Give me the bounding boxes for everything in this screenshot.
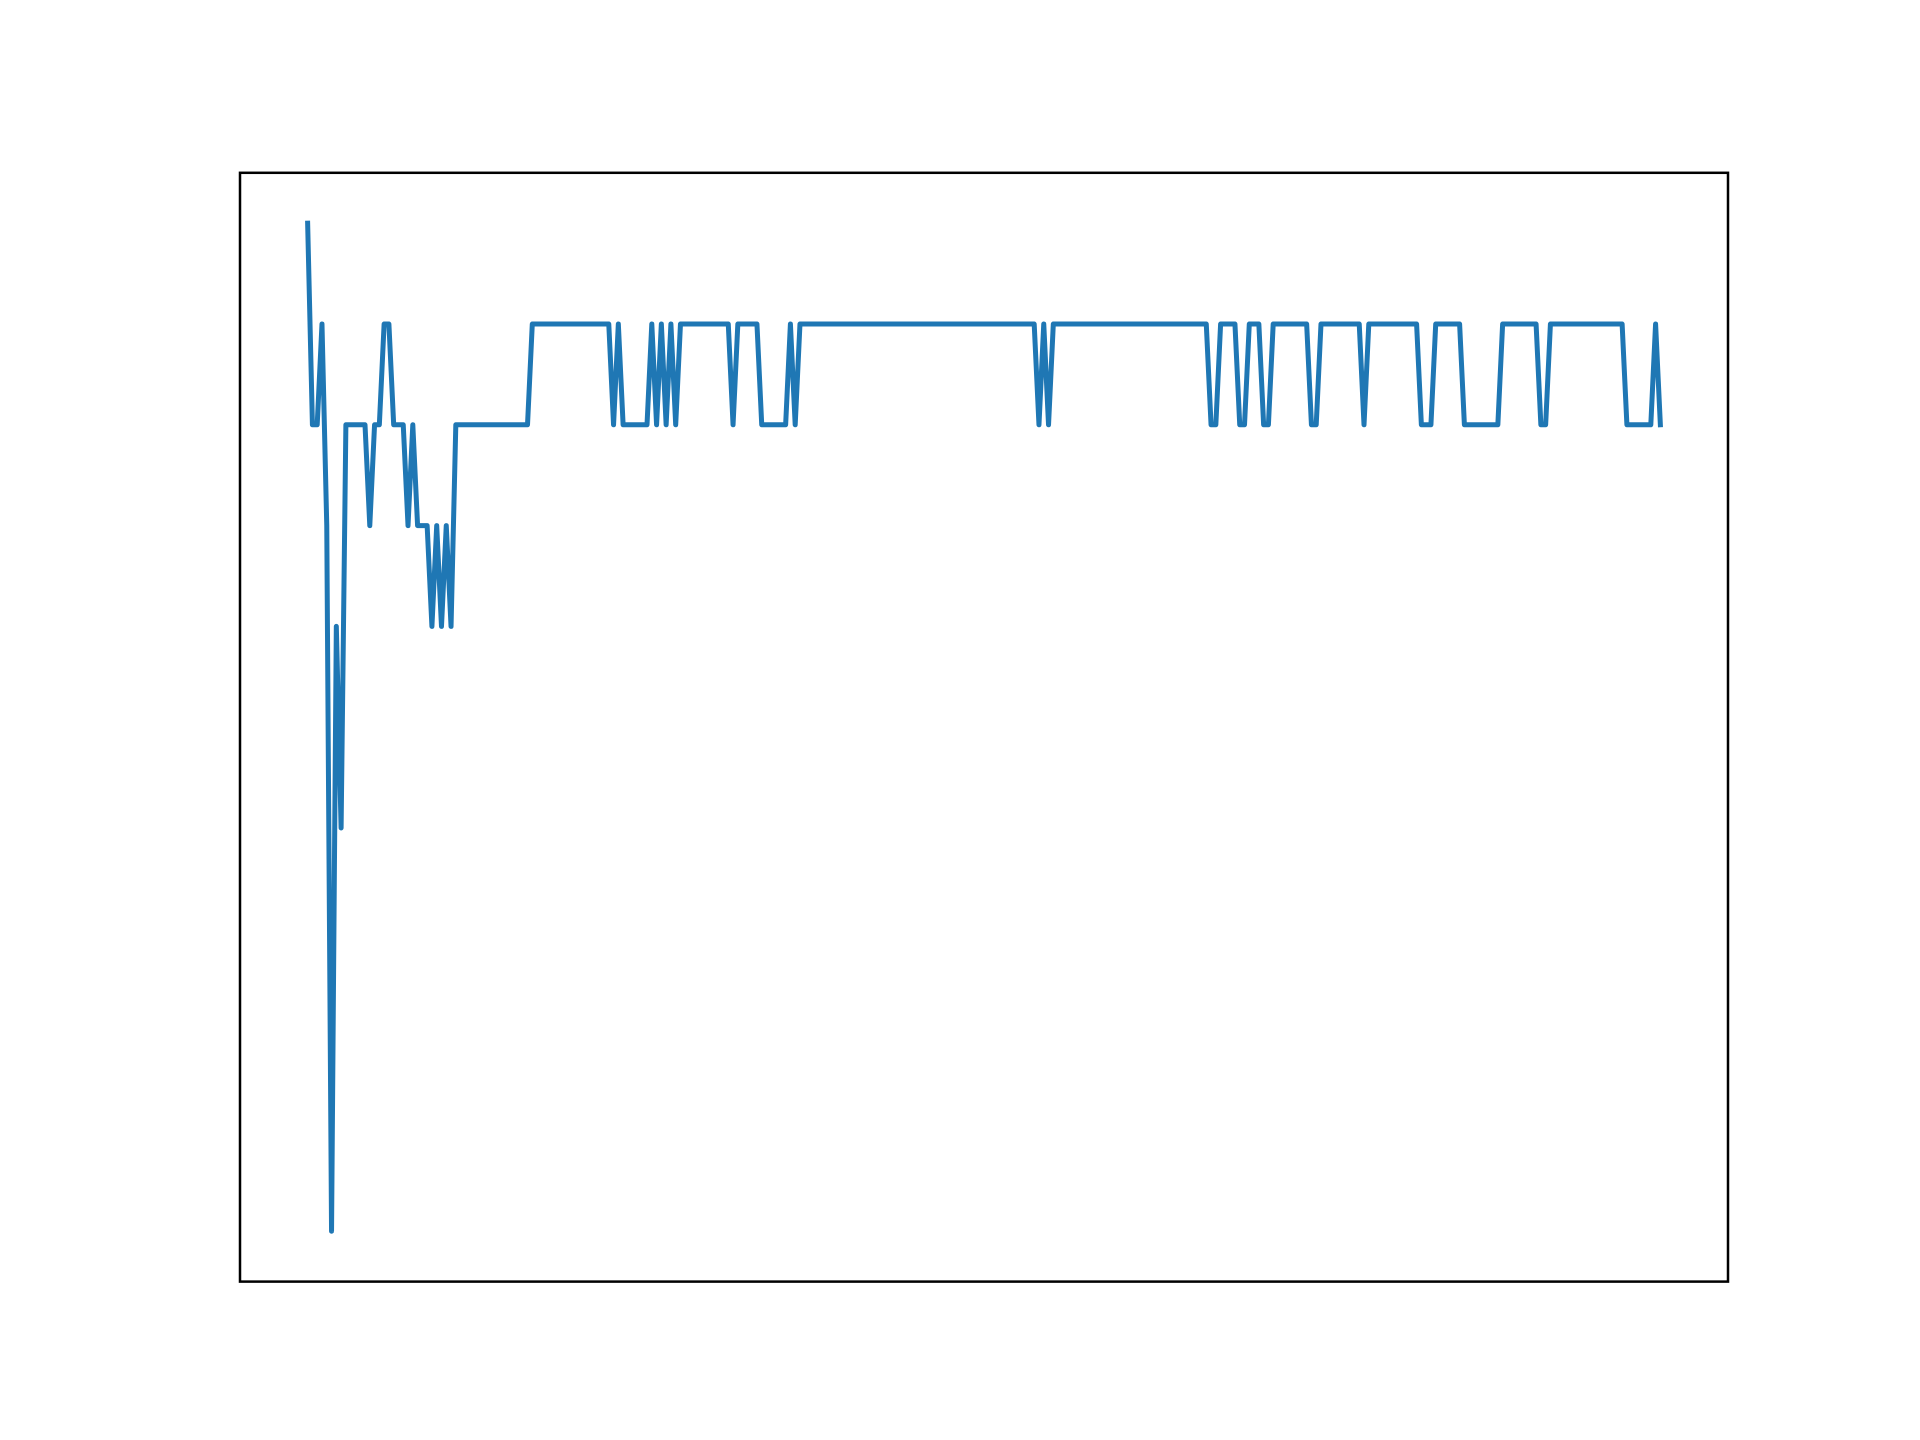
axes-frame xyxy=(238,171,1730,1283)
data-line xyxy=(305,220,1663,1234)
